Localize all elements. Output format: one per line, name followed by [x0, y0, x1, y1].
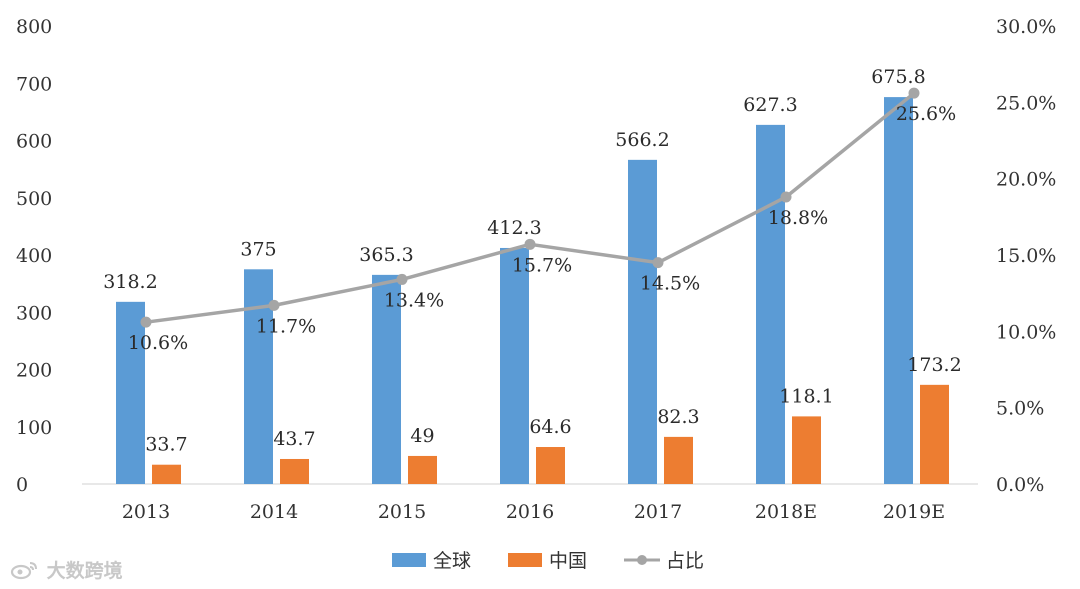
legend-label-share: 占比: [666, 550, 704, 572]
data-labels: 318.2 33.7 375 43.7 365.3 49 412.3 64.6 566.2 82.…: [103, 66, 961, 456]
right-axis-tick-label: 20.0%: [996, 169, 1056, 191]
share-point: [140, 316, 152, 328]
data-label-global: 412.3: [487, 217, 541, 239]
bar-china: [664, 436, 693, 484]
share-line: [140, 87, 920, 328]
watermark-text: 大数跨境: [46, 560, 123, 582]
x-axis-tick-label: 2016: [506, 501, 554, 523]
left-axis-tick-label: 800: [16, 16, 52, 38]
data-label-share: 14.5%: [640, 273, 700, 295]
share-point: [268, 299, 280, 311]
left-axis-tick-label: 400: [16, 245, 52, 267]
share-point: [908, 87, 920, 99]
bar-china: [280, 458, 309, 484]
data-label-china: 82.3: [657, 406, 699, 428]
legend-swatch-global: [392, 553, 426, 567]
left-axis-tick-label: 600: [16, 131, 52, 153]
legend-marker-share: [637, 555, 647, 565]
data-label-china: 49: [410, 425, 434, 447]
x-axis-tick-label: 2017: [634, 501, 682, 523]
left-axis-tick-label: 700: [16, 73, 52, 95]
bar-global: [500, 247, 529, 484]
bar-global: [372, 274, 401, 484]
legend-label-china: 中国: [549, 550, 587, 572]
data-label-china: 173.2: [907, 354, 961, 376]
right-axis: 0.0% 5.0% 10.0% 15.0% 20.0% 25.0% 30.0%: [996, 16, 1056, 496]
data-label-share: 11.7%: [256, 315, 316, 337]
bar-global: [116, 301, 145, 484]
bar-china: [152, 464, 181, 484]
left-axis-tick-label: 500: [16, 188, 52, 210]
data-label-share: 25.6%: [896, 103, 956, 125]
share-point: [396, 273, 408, 285]
x-axis: 2013 2014 2015 2016 2017 2018E 2019E: [122, 501, 945, 523]
x-axis-tick-label: 2014: [250, 501, 298, 523]
left-axis-tick-label: 0: [16, 474, 28, 496]
data-label-china: 64.6: [529, 416, 571, 438]
data-label-share: 13.4%: [384, 289, 444, 311]
data-label-share: 15.7%: [512, 254, 572, 276]
global-bars: [116, 97, 913, 485]
left-axis: 0 100 200 300 400 500 600 700 800: [16, 16, 52, 496]
china-bars: [152, 384, 949, 484]
share-point: [524, 238, 536, 250]
watermark: 大数跨境: [10, 556, 123, 583]
x-axis-tick-label: 2018E: [755, 501, 817, 523]
data-label-share: 18.8%: [768, 207, 828, 229]
data-label-china: 43.7: [273, 428, 315, 450]
bar-china: [792, 416, 821, 484]
bar-global: [628, 159, 657, 484]
weibo-logo-icon: [10, 562, 37, 580]
x-axis-tick-label: 2019E: [883, 501, 945, 523]
left-axis-tick-label: 100: [16, 417, 52, 439]
right-axis-tick-label: 0.0%: [996, 474, 1044, 496]
legend: 全球 中国 占比: [392, 550, 704, 572]
bar-china: [408, 455, 437, 484]
data-label-china: 118.1: [779, 385, 833, 407]
right-axis-tick-label: 5.0%: [996, 398, 1044, 420]
data-label-global: 627.3: [743, 94, 797, 116]
x-axis-tick-label: 2013: [122, 501, 170, 523]
right-axis-tick-label: 10.0%: [996, 321, 1056, 343]
data-label-global: 675.8: [871, 66, 925, 88]
left-axis-tick-label: 200: [16, 360, 52, 382]
bar-global: [244, 269, 273, 484]
data-label-global: 318.2: [103, 271, 157, 293]
bar-china: [536, 447, 565, 484]
right-axis-tick-label: 30.0%: [996, 16, 1056, 38]
data-label-global: 566.2: [615, 129, 669, 151]
right-axis-tick-label: 25.0%: [996, 92, 1056, 114]
share-point: [780, 191, 792, 203]
right-axis-tick-label: 15.0%: [996, 245, 1056, 267]
bar-china: [920, 384, 949, 484]
legend-swatch-china: [508, 553, 542, 567]
legend-label-global: 全球: [433, 550, 471, 572]
data-label-china: 33.7: [145, 434, 187, 456]
share-point: [652, 257, 664, 269]
data-label-share: 10.6%: [128, 332, 188, 354]
data-label-global: 365.3: [359, 244, 413, 266]
bar-global: [884, 97, 913, 485]
bar-global: [756, 124, 785, 484]
data-label-global: 375: [240, 238, 276, 260]
x-axis-tick-label: 2015: [378, 501, 426, 523]
left-axis-tick-label: 300: [16, 302, 52, 324]
